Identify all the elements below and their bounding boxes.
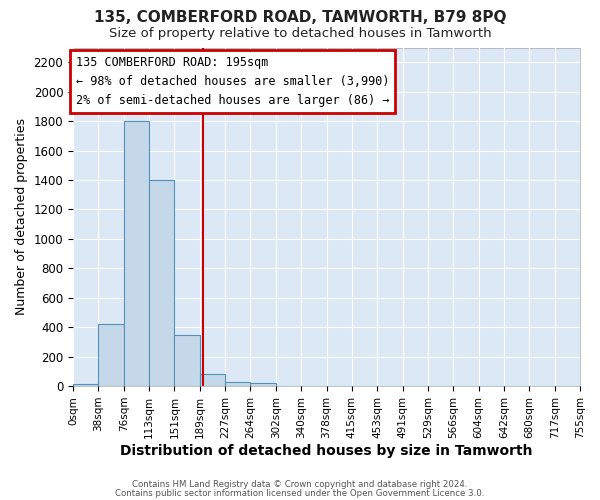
Text: Contains HM Land Registry data © Crown copyright and database right 2024.: Contains HM Land Registry data © Crown c… <box>132 480 468 489</box>
Text: Size of property relative to detached houses in Tamworth: Size of property relative to detached ho… <box>109 28 491 40</box>
Bar <box>225 382 250 386</box>
Bar <box>98 324 124 386</box>
Text: 135, COMBERFORD ROAD, TAMWORTH, B79 8PQ: 135, COMBERFORD ROAD, TAMWORTH, B79 8PQ <box>94 10 506 25</box>
Text: Contains public sector information licensed under the Open Government Licence 3.: Contains public sector information licen… <box>115 488 485 498</box>
Bar <box>73 384 98 386</box>
Bar <box>200 374 225 386</box>
Bar <box>175 334 200 386</box>
Bar <box>250 383 276 386</box>
X-axis label: Distribution of detached houses by size in Tamworth: Distribution of detached houses by size … <box>120 444 533 458</box>
Bar <box>124 121 149 386</box>
Y-axis label: Number of detached properties: Number of detached properties <box>15 118 28 316</box>
Bar <box>149 180 175 386</box>
Text: 135 COMBERFORD ROAD: 195sqm
← 98% of detached houses are smaller (3,990)
2% of s: 135 COMBERFORD ROAD: 195sqm ← 98% of det… <box>76 56 389 108</box>
